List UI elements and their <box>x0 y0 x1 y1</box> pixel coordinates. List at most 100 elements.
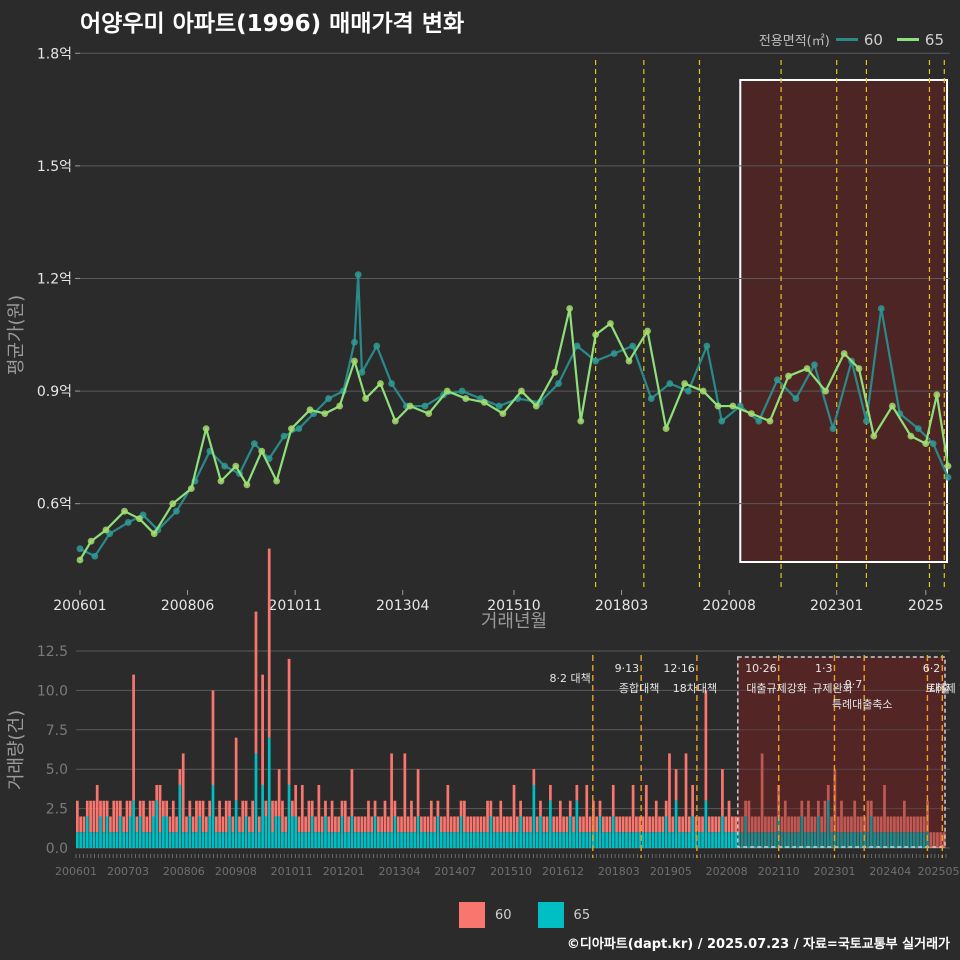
data-point-65 <box>577 417 585 425</box>
bar-60 <box>367 800 370 833</box>
bar-65 <box>281 832 284 848</box>
bar-65 <box>615 832 618 848</box>
bar-65 <box>899 832 903 848</box>
bar-65 <box>102 832 106 848</box>
bar-60 <box>876 816 880 833</box>
data-point-65 <box>888 402 896 410</box>
bar-65 <box>132 800 135 848</box>
bar-60 <box>542 816 546 833</box>
bar-x-tick-label: 201905 <box>650 865 692 878</box>
bar-65 <box>734 832 737 848</box>
data-point-65 <box>644 327 651 335</box>
bar-x-tick-label: 201510 <box>490 865 532 878</box>
bar-65 <box>433 832 436 848</box>
bar-60 <box>701 816 704 833</box>
bar-65 <box>757 832 761 848</box>
bar-65 <box>267 737 271 848</box>
bar-65 <box>764 832 767 848</box>
bar-60 <box>482 816 486 833</box>
bar-65 <box>486 832 489 848</box>
bar-60 <box>671 816 675 833</box>
bar-60 <box>231 816 235 833</box>
bar-65 <box>522 832 526 848</box>
bar-65 <box>198 816 202 848</box>
bar-65 <box>416 816 420 848</box>
bar-60 <box>198 800 202 817</box>
data-point-65 <box>391 417 399 425</box>
bar-60 <box>668 753 671 833</box>
data-point-60 <box>929 440 937 448</box>
bar-65 <box>661 832 665 848</box>
bar-60 <box>95 784 99 833</box>
bar-60 <box>294 784 298 817</box>
bar-65 <box>648 832 651 848</box>
data-point-65 <box>135 515 143 523</box>
bar-60 <box>188 800 192 817</box>
bar-60 <box>304 816 307 833</box>
data-point-60 <box>373 342 381 350</box>
bar-65 <box>701 832 704 848</box>
bar-65 <box>744 816 747 848</box>
x-tick-label: 200806 <box>161 598 215 614</box>
bar-65 <box>730 832 734 848</box>
bar-60 <box>846 816 850 833</box>
data-point-60 <box>295 425 303 433</box>
bar-60 <box>790 816 794 833</box>
bar-60 <box>284 816 288 833</box>
bar-60 <box>826 784 830 801</box>
bar-65 <box>740 832 744 848</box>
bar-60 <box>370 816 374 833</box>
data-point-65 <box>870 432 878 440</box>
bar-x-tick-label: 201304 <box>378 865 420 878</box>
bar-65 <box>846 832 850 848</box>
bar-60 <box>816 800 820 817</box>
bar-60 <box>337 816 341 833</box>
bar-65 <box>628 832 632 848</box>
bar-60 <box>582 816 585 833</box>
bar-65 <box>638 832 642 848</box>
bar-60 <box>754 816 757 833</box>
bar-65 <box>836 832 840 848</box>
data-point-65 <box>592 331 600 339</box>
x-tick-label: 201510 <box>487 598 540 614</box>
bar-60 <box>145 816 149 833</box>
bar-65 <box>803 832 807 848</box>
data-point-65 <box>729 402 737 410</box>
data-point-65 <box>499 410 507 417</box>
bar-60 <box>426 816 430 833</box>
data-point-60 <box>647 395 655 402</box>
bar-60 <box>750 816 754 833</box>
bar-65 <box>512 832 516 848</box>
data-point-60 <box>458 387 466 395</box>
bar-60 <box>403 753 407 833</box>
bar-65 <box>426 832 430 848</box>
bar-60 <box>393 800 397 817</box>
bar-65 <box>162 816 165 848</box>
bar-60 <box>423 816 427 833</box>
data-point-60 <box>280 432 288 440</box>
bar-65 <box>142 832 145 848</box>
bar-65 <box>873 832 876 848</box>
bar-60 <box>717 816 721 833</box>
legend-swatch-65 <box>896 38 919 41</box>
bar-60 <box>767 816 771 833</box>
bar-60 <box>797 816 800 833</box>
bar-60 <box>889 816 893 833</box>
bar-65 <box>790 832 794 848</box>
bar-65 <box>565 832 569 848</box>
bar-y-tick-label: 7.5 <box>46 723 68 739</box>
bar-60 <box>830 816 833 833</box>
bar-60 <box>869 800 873 817</box>
policy-label-line1: 10·26 <box>745 662 777 675</box>
bar-60 <box>469 816 473 833</box>
bar-65 <box>89 832 92 848</box>
bar-65 <box>79 832 83 848</box>
bar-65 <box>681 832 685 848</box>
bar-60 <box>502 816 506 833</box>
bar-60 <box>615 816 618 833</box>
bar-60 <box>578 816 582 833</box>
bar-65 <box>413 832 417 848</box>
bar-60 <box>605 816 608 833</box>
bar-60 <box>942 832 946 848</box>
bar-65 <box>135 832 139 848</box>
